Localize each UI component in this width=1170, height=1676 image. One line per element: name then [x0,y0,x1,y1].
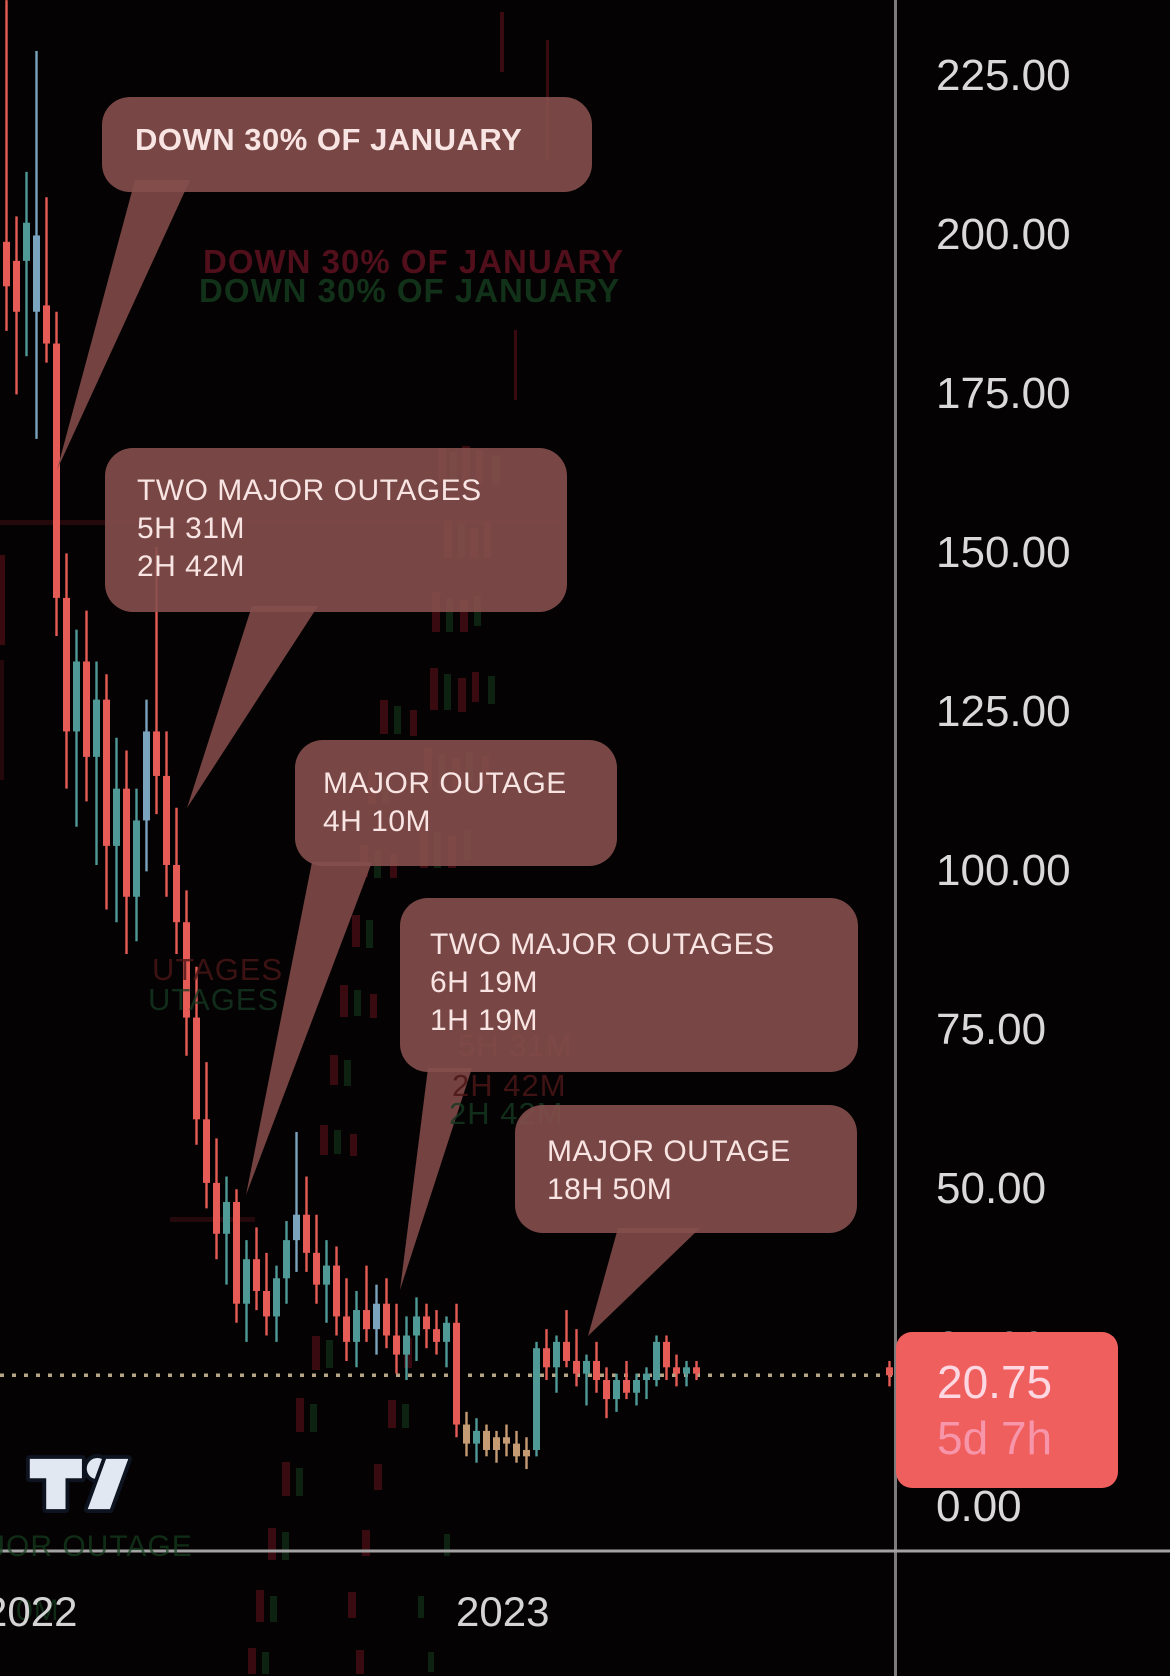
callout-line: 5H 31M [137,512,246,545]
tradingview-logo-icon [25,1454,133,1513]
price-tick-label: 50.00 [936,1164,1047,1214]
outage-callout-3[interactable]: MAJOR OUTAGE 4H 10M [295,740,617,866]
callout-line: MAJOR OUTAGE [547,1135,791,1168]
current-price-value: 20.75 [937,1356,1053,1408]
price-tick-label: 100.00 [936,846,1071,896]
time-tick-label-2023: 2023 [456,1588,550,1635]
callout-line: DOWN 30% OF JANUARY [135,122,523,157]
outage-callout-1[interactable]: DOWN 30% OF JANUARY [102,97,592,192]
price-tick-label: 75.00 [936,1005,1047,1055]
outage-callout-4[interactable]: TWO MAJOR OUTAGES 6H 19M 1H 19M [400,898,858,1072]
price-tick-label: 125.00 [936,687,1071,737]
price-tick-label: 150.00 [936,528,1071,578]
callout-line: TWO MAJOR OUTAGES [430,928,775,961]
tradingview-logo[interactable] [24,1450,136,1520]
candlesticks [3,0,893,1470]
price-tick-label: 225.00 [936,51,1071,101]
bar-countdown: 5d 7h [937,1412,1053,1464]
callout-line: 1H 19M [430,1004,539,1037]
callout-line: 2H 42M [137,550,246,583]
callout-line: 6H 19M [430,966,539,999]
callout-line: 18H 50M [547,1173,673,1206]
callout-line: MAJOR OUTAGE [323,767,567,800]
outage-callout-2[interactable]: TWO MAJOR OUTAGES 5H 31M 2H 42M [105,448,567,612]
time-axis[interactable]: 2022 2023 [0,1553,1170,1676]
current-price-label: 20.75 5d 7h [896,1332,1118,1488]
price-axis[interactable]: 225.00 200.00 175.00 150.00 125.00 100.00 75.0… [894,0,1170,1676]
price-tick-label: 200.00 [936,210,1071,260]
time-tick-label-2022: 2022 [0,1588,78,1635]
callout-line: 4H 10M [323,805,432,838]
callout-tails [57,180,700,1336]
callout-line: TWO MAJOR OUTAGES [137,474,482,507]
price-tick-label: 0.00 [936,1482,1022,1532]
outage-callout-5[interactable]: MAJOR OUTAGE 18H 50M [515,1105,857,1233]
price-tick-label: 175.00 [936,369,1071,419]
